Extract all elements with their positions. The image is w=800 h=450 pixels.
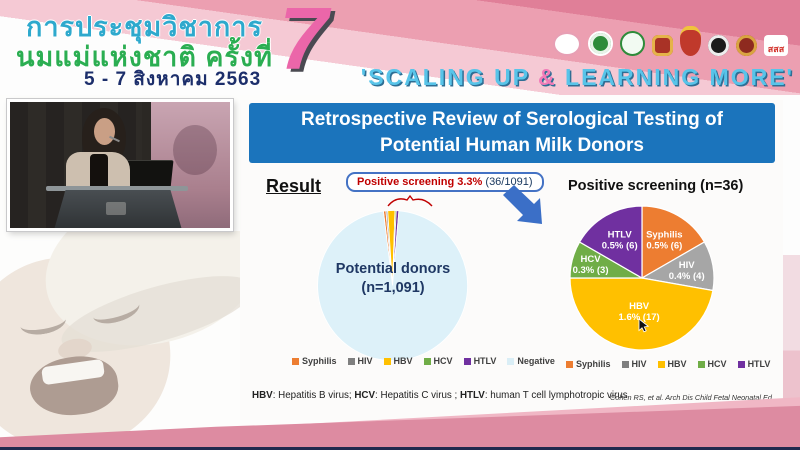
background-baby-photo bbox=[0, 231, 240, 447]
slogan-text: LEARNING MORE' bbox=[556, 64, 794, 90]
presenter-video bbox=[7, 99, 233, 231]
breastfeeding-foundation-logo-icon bbox=[553, 32, 581, 56]
presenter-face bbox=[94, 118, 115, 145]
pie-slice-label: HCV 0.3% (3) bbox=[573, 254, 609, 276]
donors-pie-label: Potential donors (n=1,091) bbox=[320, 260, 466, 298]
legend-swatch-icon bbox=[657, 360, 665, 368]
legend-swatch-icon bbox=[621, 360, 629, 368]
presenter-shirt bbox=[90, 154, 108, 190]
bottom-band-main bbox=[0, 405, 800, 450]
legend-swatch-icon bbox=[507, 357, 515, 365]
conference-banner: การประชุมวิชาการ นมแม่แห่งชาติ ครั้งที่ … bbox=[0, 0, 800, 95]
footnote-term: HCV bbox=[354, 390, 376, 401]
positive-pie-title: Positive screening (n=36) bbox=[568, 178, 744, 194]
legend-label: Syphilis bbox=[576, 359, 611, 369]
stage-screen-image bbox=[172, 124, 217, 176]
footnote-text: : Hepatitis C virus ; bbox=[375, 390, 460, 401]
legend-swatch-icon bbox=[566, 360, 573, 368]
temple-emblem-logo-icon bbox=[652, 35, 673, 56]
donors-pie-label-line1: Potential donors bbox=[335, 261, 451, 277]
slide-title: Retrospective Review of Serological Test… bbox=[301, 109, 723, 156]
conference-title-line1: การประชุมวิชาการ bbox=[26, 12, 263, 42]
pie-slice-label: HBV 1.6% (17) bbox=[619, 301, 660, 323]
presentation-slide: Retrospective Review of Serological Test… bbox=[240, 100, 783, 420]
legend-label: Negative bbox=[517, 356, 555, 366]
legend-label: HTLV bbox=[473, 356, 497, 366]
podium bbox=[54, 190, 182, 228]
legend-item: Negative bbox=[507, 356, 555, 366]
donors-pie-label-line2: (n=1,091) bbox=[361, 280, 425, 296]
pie-slice-label: HTLV 0.5% (6) bbox=[602, 229, 638, 251]
pie-slice-htlv bbox=[578, 205, 643, 280]
legend-label: HTLV bbox=[747, 359, 771, 369]
legend-label: Syphilis bbox=[302, 356, 337, 366]
legend-item: Syphilis bbox=[566, 359, 611, 369]
footnote-term: HBV bbox=[252, 390, 273, 401]
photo-wash-overlay bbox=[0, 231, 240, 447]
flow-arrow-icon bbox=[503, 185, 542, 224]
legend-item: HCV bbox=[697, 359, 727, 369]
dark-red-gold-logo-icon bbox=[736, 35, 757, 56]
slogan-text: 'SCALING UP bbox=[360, 64, 539, 90]
footnote-text: : Hepatitis B virus; bbox=[272, 390, 355, 401]
legend-label: HCV bbox=[433, 356, 453, 366]
sponsor-logos-row: สสส bbox=[553, 26, 788, 56]
footnote-text: : human T cell lymphotropic virus bbox=[484, 390, 628, 401]
black-white-society-logo-icon bbox=[708, 35, 729, 56]
pie-slice-negative bbox=[317, 210, 468, 361]
legend-item: HBV bbox=[657, 359, 687, 369]
legend-item: HBV bbox=[383, 356, 413, 366]
legend-label: HIV bbox=[357, 356, 373, 366]
callout-detail: (36/1091) bbox=[485, 176, 533, 188]
legend-label: HBV bbox=[393, 356, 413, 366]
footnote-term: HTLV bbox=[459, 390, 485, 401]
legend-label: HIV bbox=[631, 359, 647, 369]
slogan-ampersand: & bbox=[538, 64, 557, 90]
legend-swatch-icon bbox=[383, 357, 391, 365]
thai-health-promotion-logo-icon: สสส bbox=[764, 35, 788, 56]
legend-swatch-icon bbox=[463, 357, 471, 365]
conference-title-line2: นมแม่แห่งชาติ ครั้งที่ bbox=[16, 42, 273, 72]
podium-plate bbox=[106, 202, 126, 215]
positive-pie-chart: Syphilis 0.5% (6) HIV 0.4% (4) HBV 1.6% (17) H… bbox=[569, 205, 715, 351]
legend-item: HTLV bbox=[737, 359, 771, 369]
edition-number: 7 bbox=[279, 0, 328, 88]
legend-swatch-icon bbox=[347, 357, 355, 365]
bottom-navy-strip bbox=[0, 447, 800, 450]
legend-right: Syphilis HIV HBV HCV HTLV bbox=[566, 359, 770, 369]
podium-top bbox=[46, 186, 188, 191]
pie-slice-label: Syphilis 0.5% (6) bbox=[646, 229, 682, 251]
right-edge-strip bbox=[783, 95, 800, 450]
pie-slice-hbv bbox=[569, 277, 714, 351]
bottom-bands bbox=[0, 392, 800, 450]
donors-pie-chart bbox=[317, 210, 468, 361]
result-label: Result bbox=[266, 176, 322, 196]
callout-brace-icon bbox=[387, 194, 433, 207]
legend-swatch-icon bbox=[737, 360, 745, 368]
legend-item: HCV bbox=[423, 356, 453, 366]
mouse-cursor-icon bbox=[638, 318, 650, 333]
legend-label: HBV bbox=[667, 359, 687, 369]
public-health-logo-icon bbox=[620, 31, 645, 56]
green-health-logo-icon bbox=[588, 31, 613, 56]
legend-swatch-icon bbox=[292, 357, 299, 365]
pie-slice-syphilis bbox=[641, 205, 706, 280]
legend-item: HIV bbox=[347, 356, 373, 366]
legend-label: HCV bbox=[707, 359, 727, 369]
legend-item: HTLV bbox=[463, 356, 497, 366]
legend-left: Syphilis HIV HBV HCV HTLV Negative bbox=[292, 356, 555, 366]
legend-item: Syphilis bbox=[292, 356, 337, 366]
legend-swatch-icon bbox=[423, 357, 431, 365]
conference-slogan: 'SCALING UP & LEARNING MORE' bbox=[361, 64, 794, 91]
slide-title-bar: Retrospective Review of Serological Test… bbox=[249, 103, 775, 163]
legend-swatch-icon bbox=[697, 360, 705, 368]
legend-item: HIV bbox=[621, 359, 647, 369]
footnote: HBV: Hepatitis B virus; HCV: Hepatitis C… bbox=[252, 390, 692, 401]
positive-screening-callout: Positive screening 3.3% (36/1091) bbox=[346, 172, 544, 192]
pie-slice-label: HIV 0.4% (4) bbox=[669, 260, 705, 282]
callout-highlight: Positive screening 3.3% bbox=[357, 176, 483, 188]
conference-dates: 5 - 7 สิงหาคม 2563 bbox=[84, 69, 262, 90]
royal-crown-emblem-logo-icon bbox=[680, 26, 701, 56]
